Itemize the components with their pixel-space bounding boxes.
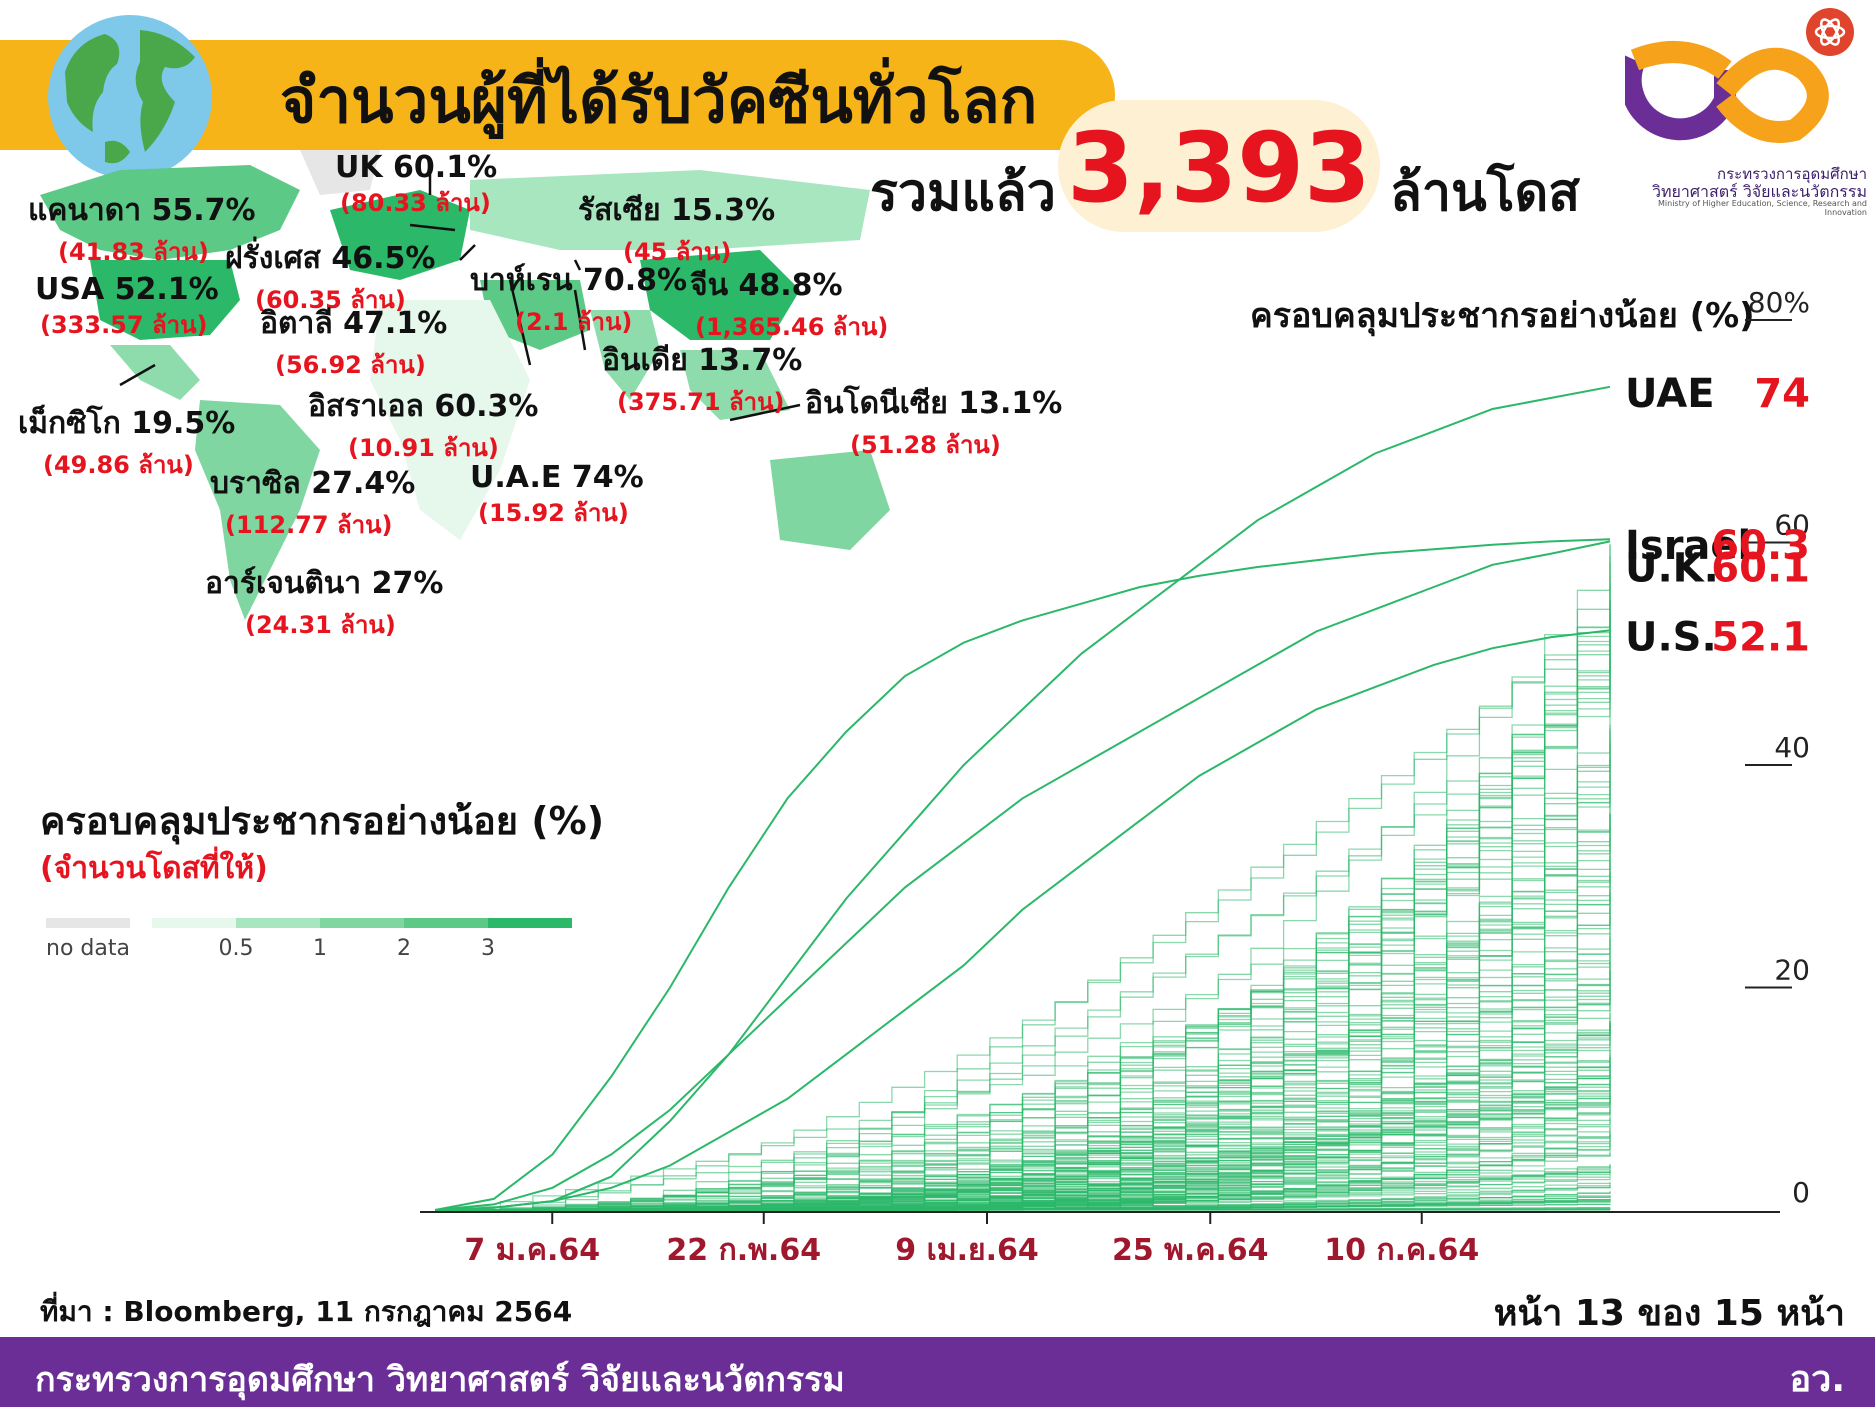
legend-tick: 0.5 <box>219 936 254 961</box>
map-china <box>640 250 800 340</box>
coverage-line-chart: 7 ม.ค.64 22 ก.พ.64 9 เม.ย.64 25 พ.ค.64 10 ก.… <box>420 286 1810 1260</box>
legend-tick: 3 <box>481 936 495 961</box>
globe-icon <box>48 15 212 179</box>
country-line <box>435 687 1611 1211</box>
callout-usa: USA 52.1% (333.57 ล้าน) <box>35 272 219 339</box>
country-line <box>435 1019 1611 1211</box>
callout-bahrain: บาห์เรน 70.8% (2.1 ล้าน) <box>470 263 688 336</box>
callout-canada: แคนาดา 55.7% (41.83 ล้าน) <box>28 193 256 266</box>
map-canada <box>40 165 300 260</box>
series-value: 60.3 <box>1711 523 1810 569</box>
logo-text-3: Ministry of Higher Education, Science, R… <box>1658 199 1867 217</box>
country-line <box>435 543 1611 1211</box>
callout-mexico: เม็กซิโก 19.5% (49.86 ล้าน) <box>18 406 236 479</box>
map-usa <box>90 260 240 340</box>
ministry-logo <box>1625 8 1854 143</box>
y-tick-label: 20 <box>1774 954 1810 987</box>
map-europe <box>330 190 470 280</box>
callout-brazil: บราซิล 27.4% (112.77 ล้าน) <box>210 466 416 539</box>
x-tick-label: 22 ก.พ.64 <box>666 1233 821 1260</box>
map-south-america <box>195 400 320 620</box>
callout-uk: UK 60.1% (80.33 ล้าน) <box>335 150 498 217</box>
y-tick-label: 80% <box>1748 286 1810 319</box>
callout-india: อินเดีย 13.7% (375.71 ล้าน) <box>602 343 803 416</box>
x-tick-label: 25 พ.ค.64 <box>1112 1233 1269 1260</box>
map-se-asia <box>680 350 790 420</box>
y-tick-label: 60 <box>1774 509 1810 542</box>
country-line <box>435 1079 1611 1211</box>
map-africa <box>370 300 530 540</box>
world-map <box>40 150 890 620</box>
footer-ministry: กระทรวงการอุดมศึกษา วิทยาศาสตร์ วิจัยและ… <box>35 1360 845 1400</box>
series-value: 60.1 <box>1711 545 1810 591</box>
page-number: หน้า 13 ของ 15 หน้า <box>1493 1293 1845 1334</box>
total-pill <box>1058 100 1380 232</box>
callout-russia: รัสเซีย 15.3% (45 ล้าน) <box>578 193 776 266</box>
total-unit: ล้านโดส <box>1390 163 1581 223</box>
map-russia <box>470 170 870 250</box>
series-label: Israel <box>1625 523 1751 569</box>
series-label: U.K. <box>1625 545 1719 591</box>
country-line <box>435 968 1611 1211</box>
country-line <box>435 781 1611 1211</box>
country-line <box>435 1164 1611 1211</box>
map-greenland <box>300 150 380 195</box>
series-line-uae <box>434 385 1611 1211</box>
series-value: 52.1 <box>1711 614 1810 660</box>
legend-subtitle: (จำนวนโดสที่ให้) <box>40 851 268 886</box>
total-value: 3,393 <box>1067 112 1371 224</box>
legend-scale: no data 0.5 1 2 3 <box>46 918 572 961</box>
map-mexico <box>110 345 200 400</box>
country-line <box>435 986 1611 1211</box>
callout-france: ฝรั่งเศส 46.5% (60.35 ล้าน) <box>225 241 436 314</box>
legend-title: ครอบคลุมประชากรอย่างน้อย (%) <box>40 799 605 843</box>
series-line-uk <box>434 540 1611 1211</box>
callout-china: จีน 48.8% (1,365.46 ล้าน) <box>690 268 889 341</box>
country-line <box>435 814 1611 1211</box>
map-australia <box>770 450 890 550</box>
x-tick-label: 7 ม.ค.64 <box>464 1233 600 1260</box>
coverage-label: ครอบคลุมประชากรอย่างน้อย (%) <box>1250 296 1755 336</box>
country-line <box>435 1133 1611 1211</box>
page-title: จำนวนผู้ที่ได้รับวัคซีนทั่วโลก <box>280 64 1038 137</box>
legend-tick: 2 <box>397 936 411 961</box>
callout-italy: อิตาลี 47.1% (56.92 ล้าน) <box>260 306 448 379</box>
y-tick-label: 40 <box>1774 731 1810 764</box>
series-line-us <box>434 629 1611 1211</box>
legend-no-data: no data <box>46 936 130 961</box>
logo-text-2: วิทยาศาสตร์ วิจัยและนวัตกรรม <box>1651 182 1867 201</box>
series-line-israel <box>434 538 1611 1211</box>
callout-argentina: อาร์เจนตินา 27% (24.31 ล้าน) <box>205 566 444 639</box>
series-label: U.S. <box>1625 614 1717 660</box>
y-tick-label: 0 <box>1792 1176 1810 1209</box>
footer-bar <box>0 1337 1875 1407</box>
series-label: UAE <box>1625 371 1715 417</box>
country-line <box>435 892 1611 1211</box>
logo-text-1: กระทรวงการอุดมศึกษา <box>1717 165 1867 183</box>
x-tick-label: 10 ก.ค.64 <box>1324 1233 1479 1260</box>
map-middle-east <box>480 280 590 350</box>
callout-uae: U.A.E 74% (15.92 ล้าน) <box>470 460 644 527</box>
footer-abbr: อว. <box>1789 1359 1845 1400</box>
source-note: ที่มา : Bloomberg, 11 กรกฎาคม 2564 <box>40 1295 573 1328</box>
legend-tick: 1 <box>313 936 327 961</box>
callout-israel: อิสราเอล 60.3% (10.91 ล้าน) <box>308 389 539 462</box>
total-label: รวมแล้ว <box>870 163 1056 223</box>
map-india <box>590 310 660 400</box>
series-value: 74 <box>1754 371 1810 417</box>
callout-indonesia: อินโดนีเซีย 13.1% (51.28 ล้าน) <box>805 386 1063 459</box>
x-tick-label: 9 เม.ย.64 <box>895 1233 1038 1260</box>
